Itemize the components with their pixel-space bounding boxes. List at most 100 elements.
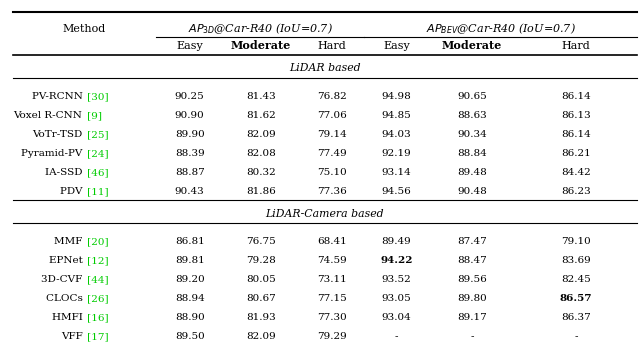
Text: 82.08: 82.08: [246, 149, 276, 158]
Text: 92.19: 92.19: [381, 149, 412, 158]
Text: [30]: [30]: [84, 92, 108, 101]
Text: 89.50: 89.50: [175, 332, 205, 341]
Text: 73.11: 73.11: [317, 275, 346, 284]
Text: 82.45: 82.45: [561, 275, 591, 284]
Text: 90.65: 90.65: [457, 92, 487, 101]
Text: 94.03: 94.03: [381, 130, 412, 139]
Text: 82.09: 82.09: [246, 130, 276, 139]
Text: 77.30: 77.30: [317, 313, 346, 322]
Text: 81.86: 81.86: [246, 187, 276, 196]
Text: Easy: Easy: [383, 41, 410, 50]
Text: Easy: Easy: [177, 41, 203, 50]
Text: 89.49: 89.49: [381, 237, 412, 246]
Text: 77.36: 77.36: [317, 187, 346, 196]
Text: -: -: [470, 332, 474, 341]
Text: 68.41: 68.41: [317, 237, 346, 246]
Text: 90.48: 90.48: [457, 187, 487, 196]
Text: 80.67: 80.67: [246, 294, 276, 303]
Text: Hard: Hard: [561, 41, 590, 50]
Text: PV-RCNN: PV-RCNN: [31, 92, 84, 101]
Text: 89.48: 89.48: [457, 168, 487, 177]
Text: 88.84: 88.84: [457, 149, 487, 158]
Text: EPNet: EPNet: [49, 256, 84, 265]
Text: 89.20: 89.20: [175, 275, 205, 284]
Text: 86.37: 86.37: [561, 313, 591, 322]
Text: 90.25: 90.25: [175, 92, 205, 101]
Text: 88.87: 88.87: [175, 168, 205, 177]
Text: 90.43: 90.43: [175, 187, 205, 196]
Text: 86.57: 86.57: [560, 294, 592, 303]
Text: [44]: [44]: [84, 275, 108, 284]
Text: 80.05: 80.05: [246, 275, 276, 284]
Text: 83.69: 83.69: [561, 256, 591, 265]
Text: 74.59: 74.59: [317, 256, 346, 265]
Text: 86.81: 86.81: [175, 237, 205, 246]
Text: 88.90: 88.90: [175, 313, 205, 322]
Text: [9]: [9]: [84, 111, 102, 120]
Text: Hard: Hard: [317, 41, 346, 50]
Text: 88.63: 88.63: [457, 111, 487, 120]
Text: 89.56: 89.56: [457, 275, 487, 284]
Text: Pyramid-PV: Pyramid-PV: [21, 149, 84, 158]
Text: 82.09: 82.09: [246, 332, 276, 341]
Text: $AP_{BEV}$@Car-R40 (IoU=0.7): $AP_{BEV}$@Car-R40 (IoU=0.7): [426, 22, 575, 36]
Text: 90.90: 90.90: [175, 111, 205, 120]
Text: 86.23: 86.23: [561, 187, 591, 196]
Text: 90.34: 90.34: [457, 130, 487, 139]
Text: 81.62: 81.62: [246, 111, 276, 120]
Text: [25]: [25]: [84, 130, 108, 139]
Text: 93.05: 93.05: [381, 294, 412, 303]
Text: 89.17: 89.17: [457, 313, 487, 322]
Text: 80.32: 80.32: [246, 168, 276, 177]
Text: MMF: MMF: [54, 237, 84, 246]
Text: 81.93: 81.93: [246, 313, 276, 322]
Text: 87.47: 87.47: [457, 237, 487, 246]
Text: LiDAR-Camera based: LiDAR-Camera based: [266, 209, 384, 219]
Text: IA-SSD: IA-SSD: [45, 168, 84, 177]
Text: 77.15: 77.15: [317, 294, 346, 303]
Text: VFF: VFF: [61, 332, 84, 341]
Text: -: -: [574, 332, 578, 341]
Text: 75.10: 75.10: [317, 168, 346, 177]
Text: PDV: PDV: [60, 187, 84, 196]
Text: Moderate: Moderate: [442, 40, 502, 51]
Text: [26]: [26]: [84, 294, 108, 303]
Text: [46]: [46]: [84, 168, 108, 177]
Text: [17]: [17]: [84, 332, 108, 341]
Text: [11]: [11]: [84, 187, 108, 196]
Text: 93.52: 93.52: [381, 275, 412, 284]
Text: 79.14: 79.14: [317, 130, 346, 139]
Text: 94.85: 94.85: [381, 111, 412, 120]
Text: 86.14: 86.14: [561, 92, 591, 101]
Text: Voxel R-CNN: Voxel R-CNN: [13, 111, 84, 120]
Text: 89.80: 89.80: [457, 294, 487, 303]
Text: 86.14: 86.14: [561, 130, 591, 139]
Text: -: -: [395, 332, 398, 341]
Text: 88.94: 88.94: [175, 294, 205, 303]
Text: Method: Method: [63, 24, 106, 34]
Text: 94.98: 94.98: [381, 92, 412, 101]
Text: 93.14: 93.14: [381, 168, 412, 177]
Text: 76.75: 76.75: [246, 237, 276, 246]
Text: 89.81: 89.81: [175, 256, 205, 265]
Text: 79.28: 79.28: [246, 256, 276, 265]
Text: Moderate: Moderate: [231, 40, 291, 51]
Text: HMFI: HMFI: [52, 313, 84, 322]
Text: [16]: [16]: [84, 313, 108, 322]
Text: 76.82: 76.82: [317, 92, 346, 101]
Text: 89.90: 89.90: [175, 130, 205, 139]
Text: 3D-CVF: 3D-CVF: [41, 275, 84, 284]
Text: 88.39: 88.39: [175, 149, 205, 158]
Text: 94.56: 94.56: [381, 187, 412, 196]
Text: 88.47: 88.47: [457, 256, 487, 265]
Text: $AP_{3D}$@Car-R40 (IoU=0.7): $AP_{3D}$@Car-R40 (IoU=0.7): [188, 22, 333, 36]
Text: 77.49: 77.49: [317, 149, 346, 158]
Text: 79.10: 79.10: [561, 237, 591, 246]
Text: LiDAR based: LiDAR based: [289, 63, 360, 73]
Text: [20]: [20]: [84, 237, 108, 246]
Text: 93.04: 93.04: [381, 313, 412, 322]
Text: 79.29: 79.29: [317, 332, 346, 341]
Text: 84.42: 84.42: [561, 168, 591, 177]
Text: CLOCs: CLOCs: [45, 294, 84, 303]
Text: 77.06: 77.06: [317, 111, 346, 120]
